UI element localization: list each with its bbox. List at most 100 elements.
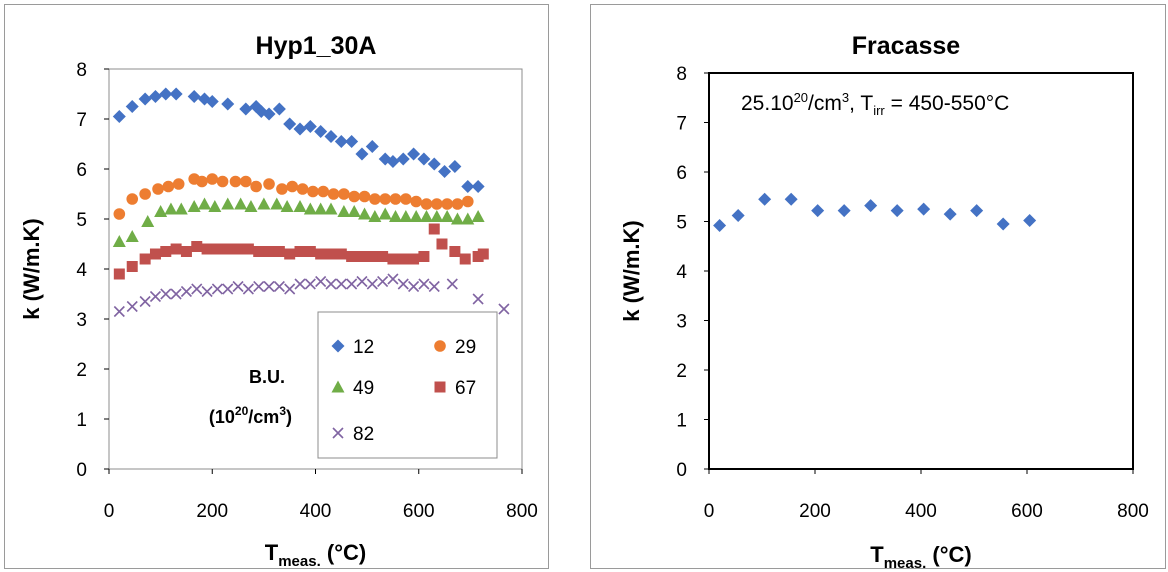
series-82	[113, 273, 510, 318]
chart-panel-right: 0 1 2 3 4 5 6 7 8 0 200 400 600 800 Fracasse k (W/m.K) T…	[590, 4, 1166, 572]
data-point	[335, 278, 347, 290]
chart-panel-left: 0 1 2 3 4 5 6 7 8 0 200 400 600 800 Hyp1_30A k (W/m.K) T…	[4, 4, 549, 570]
data-point	[420, 198, 433, 210]
chart-title: Hyp1_30A	[256, 32, 377, 60]
y-tick-label: 8	[76, 60, 87, 81]
data-point	[811, 204, 825, 218]
data-point	[448, 160, 462, 173]
data-point	[253, 246, 265, 257]
data-point	[365, 140, 379, 153]
series-67	[113, 223, 489, 280]
y-tick-label: 0	[676, 460, 687, 481]
data-point	[112, 110, 126, 123]
data-point	[459, 253, 471, 265]
data-point	[461, 212, 475, 225]
data-point	[294, 278, 306, 290]
data-point	[126, 300, 138, 313]
data-point	[368, 210, 382, 222]
data-point	[358, 190, 371, 203]
data-point	[180, 246, 192, 257]
data-point	[160, 246, 172, 257]
data-point	[324, 202, 338, 215]
data-point	[191, 241, 203, 252]
data-point	[358, 207, 372, 220]
data-point	[253, 280, 265, 293]
legend-marker	[332, 427, 344, 439]
y-tick-label: 3	[676, 312, 687, 333]
data-point	[272, 102, 286, 116]
data-point	[713, 218, 727, 232]
data-point	[440, 210, 454, 222]
data-point	[345, 135, 359, 148]
data-point	[355, 147, 369, 161]
data-point	[428, 223, 440, 235]
data-point	[234, 197, 248, 210]
data-point	[417, 152, 431, 166]
y-tick-label: 2	[676, 361, 687, 382]
data-point	[263, 246, 275, 257]
x-tick-label: 800	[506, 501, 538, 522]
data-point	[222, 243, 234, 255]
data-point	[399, 210, 413, 222]
legend	[317, 311, 498, 459]
x-tick-label: 200	[799, 501, 831, 522]
data-point	[428, 280, 440, 293]
data-point	[112, 235, 126, 247]
data-point	[314, 125, 328, 138]
data-point	[366, 278, 378, 290]
data-point	[172, 178, 185, 190]
data-point	[430, 210, 444, 222]
y-tick-label: 4	[76, 260, 87, 281]
chart-title: Fracasse	[852, 32, 961, 60]
data-point	[283, 117, 297, 131]
data-point	[296, 183, 309, 195]
data-point	[307, 185, 319, 198]
data-point	[327, 188, 340, 200]
data-point	[970, 204, 984, 218]
data-point	[263, 280, 275, 293]
legend-caption-title: B.U.	[249, 367, 285, 387]
data-point	[152, 183, 164, 195]
plot-area	[708, 72, 1134, 470]
data-point	[387, 273, 399, 285]
data-point	[169, 87, 183, 101]
data-point	[996, 217, 1010, 231]
data-point	[180, 285, 193, 298]
data-point	[262, 107, 276, 121]
data-point	[304, 278, 316, 290]
x-tick-label: 600	[403, 501, 435, 522]
data-point	[890, 204, 904, 218]
data-point	[461, 195, 474, 208]
x-tick-label: 0	[104, 501, 115, 522]
data-point	[242, 283, 254, 295]
data-point	[139, 295, 151, 308]
data-point	[257, 197, 271, 210]
y-tick-label: 8	[676, 64, 687, 85]
data-point	[917, 202, 931, 216]
data-point	[206, 173, 219, 185]
data-point	[377, 251, 389, 262]
data-point	[280, 200, 294, 212]
data-point	[240, 175, 252, 188]
data-point	[242, 243, 254, 255]
data-point	[198, 197, 212, 210]
y-tick-label: 3	[76, 310, 87, 331]
data-point	[356, 251, 368, 262]
data-point	[293, 200, 307, 212]
data-point	[263, 178, 275, 190]
data-point	[498, 303, 510, 315]
data-point	[387, 253, 399, 265]
data-point	[270, 197, 284, 210]
y-tick-label: 4	[676, 262, 687, 283]
x-tick-label: 400	[300, 501, 332, 522]
data-point	[324, 130, 338, 143]
data-point	[201, 243, 213, 255]
data-point	[211, 283, 223, 295]
data-point	[315, 248, 327, 260]
data-point	[731, 209, 745, 223]
data-point	[139, 188, 151, 200]
data-point	[431, 198, 443, 210]
series-12	[112, 87, 485, 193]
data-point	[170, 288, 182, 300]
data-point	[221, 197, 235, 210]
